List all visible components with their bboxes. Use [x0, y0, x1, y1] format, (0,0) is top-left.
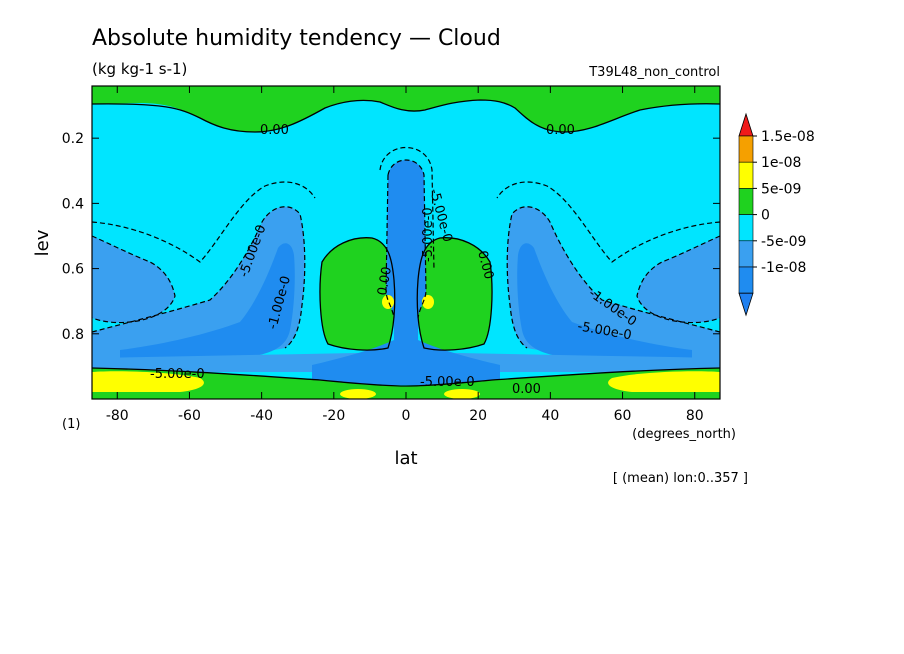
contour-neg-tower: [387, 159, 427, 319]
field-left-arm-core: [120, 243, 295, 360]
x-tick-label: -40: [250, 408, 273, 424]
x-tick-label: -60: [178, 408, 201, 424]
contour-label: 0.00: [260, 123, 289, 138]
colorbar-arrow-top: [738, 112, 754, 137]
contour-lines-negative: [92, 147, 720, 349]
x-axis-label: lat: [394, 448, 417, 469]
contour-zero-center-left: [319, 237, 396, 351]
x-tick-label: -80: [106, 408, 129, 424]
colorbar-label: 1.5e-08: [761, 129, 815, 145]
contour-neg-outer-tower: [379, 147, 435, 271]
colorbar-swatch: [738, 135, 754, 163]
contour-neg-left-arm: [92, 206, 306, 349]
y-axis-label: lev: [32, 229, 53, 256]
colorbar-label: 1e-08: [761, 155, 801, 171]
x-tick-label: -20: [322, 408, 345, 424]
colorbar-swatch: [738, 240, 754, 268]
field-surface-yellow-mid-left: [340, 389, 376, 399]
x-axis-units: (degrees_north): [632, 427, 736, 442]
contour-label: 0.00: [546, 123, 575, 138]
contour-label: -5.00e-0: [420, 375, 475, 390]
colorbar-label: 0: [761, 208, 770, 224]
field-central-right-green: [417, 237, 492, 351]
colorbar-label: 5e-09: [761, 181, 801, 197]
contour-label: 0.00: [512, 382, 541, 397]
contour-label: 0.00: [375, 266, 395, 297]
contour-neg-right-lobe: [636, 235, 720, 324]
y-tick-label: 0.8: [62, 327, 84, 343]
colorbar-label: -5e-09: [761, 234, 806, 250]
colorbar-swatch: [738, 161, 754, 189]
x-tick-label: 60: [614, 408, 632, 424]
x-tick-label: 0: [402, 408, 411, 424]
field-left-lobe: [92, 236, 175, 323]
y-axis: 0.2 0.4 0.6 0.8: [62, 131, 720, 343]
field-right-lobe: [637, 236, 720, 323]
contour-zero-top: [92, 99, 720, 133]
colorbar-swatch: [738, 214, 754, 242]
contour-label: -5.00e-0: [421, 207, 436, 262]
experiment-label: T39L48_non_control: [588, 65, 720, 80]
field-central-left-green: [320, 237, 395, 351]
chart-title: Absolute humidity tendency — Cloud: [92, 26, 501, 51]
contour-neg-right-arm: [506, 206, 720, 349]
field-central-tower: [312, 160, 500, 385]
x-tick-label: 80: [686, 408, 704, 424]
contour-lines: [92, 99, 720, 387]
x-tick-label: 20: [469, 408, 487, 424]
units-label: (kg kg-1 s-1): [92, 60, 187, 78]
field-top-positive-band: [92, 86, 720, 132]
contour-zero-center-right: [416, 237, 493, 351]
field-surface-yellow-right: [608, 371, 720, 392]
contour-zero-surface: [92, 367, 720, 387]
x-tick-label: 40: [541, 408, 559, 424]
y-tick-label: 0.4: [62, 196, 84, 212]
colorbar-label: -1e-08: [761, 260, 806, 276]
field-spot-right: [422, 295, 434, 309]
colorbar-swatch: [738, 266, 754, 294]
contour-neg-outer-left: [92, 181, 316, 263]
contour-neg-outer-right: [496, 181, 720, 263]
contour-neg-left-lobe: [92, 235, 176, 324]
field-spot-left: [382, 295, 394, 309]
y-tick-label: 0.2: [62, 131, 84, 147]
footer-note: [ (mean) lon:0..357 ]: [613, 471, 748, 486]
colorbar-swatch: [738, 188, 754, 215]
colorbar-arrow-bottom: [738, 292, 754, 317]
contour-label: 0.00: [474, 249, 496, 281]
contour-label: -5.00e-0: [150, 367, 205, 382]
panel-tag: (1): [62, 417, 80, 432]
contour-neg-tower-left: [385, 174, 395, 319]
field-surface-yellow-mid-right: [444, 389, 480, 399]
plot-area: 0.00 0.00 -5.00e-0 -1.00e-0 -5.00e-0 -1.…: [92, 86, 720, 399]
colorbar: 1.5e-08 1e-08 5e-09 0 -5e-09 -1e-08: [738, 112, 815, 317]
field-right-arm-core: [517, 243, 692, 360]
field-surface-yellow-left: [92, 371, 204, 392]
y-tick-label: 0.6: [62, 262, 84, 278]
x-axis: -80 -60 -40 -20 0 20 40 60 80: [106, 86, 704, 424]
